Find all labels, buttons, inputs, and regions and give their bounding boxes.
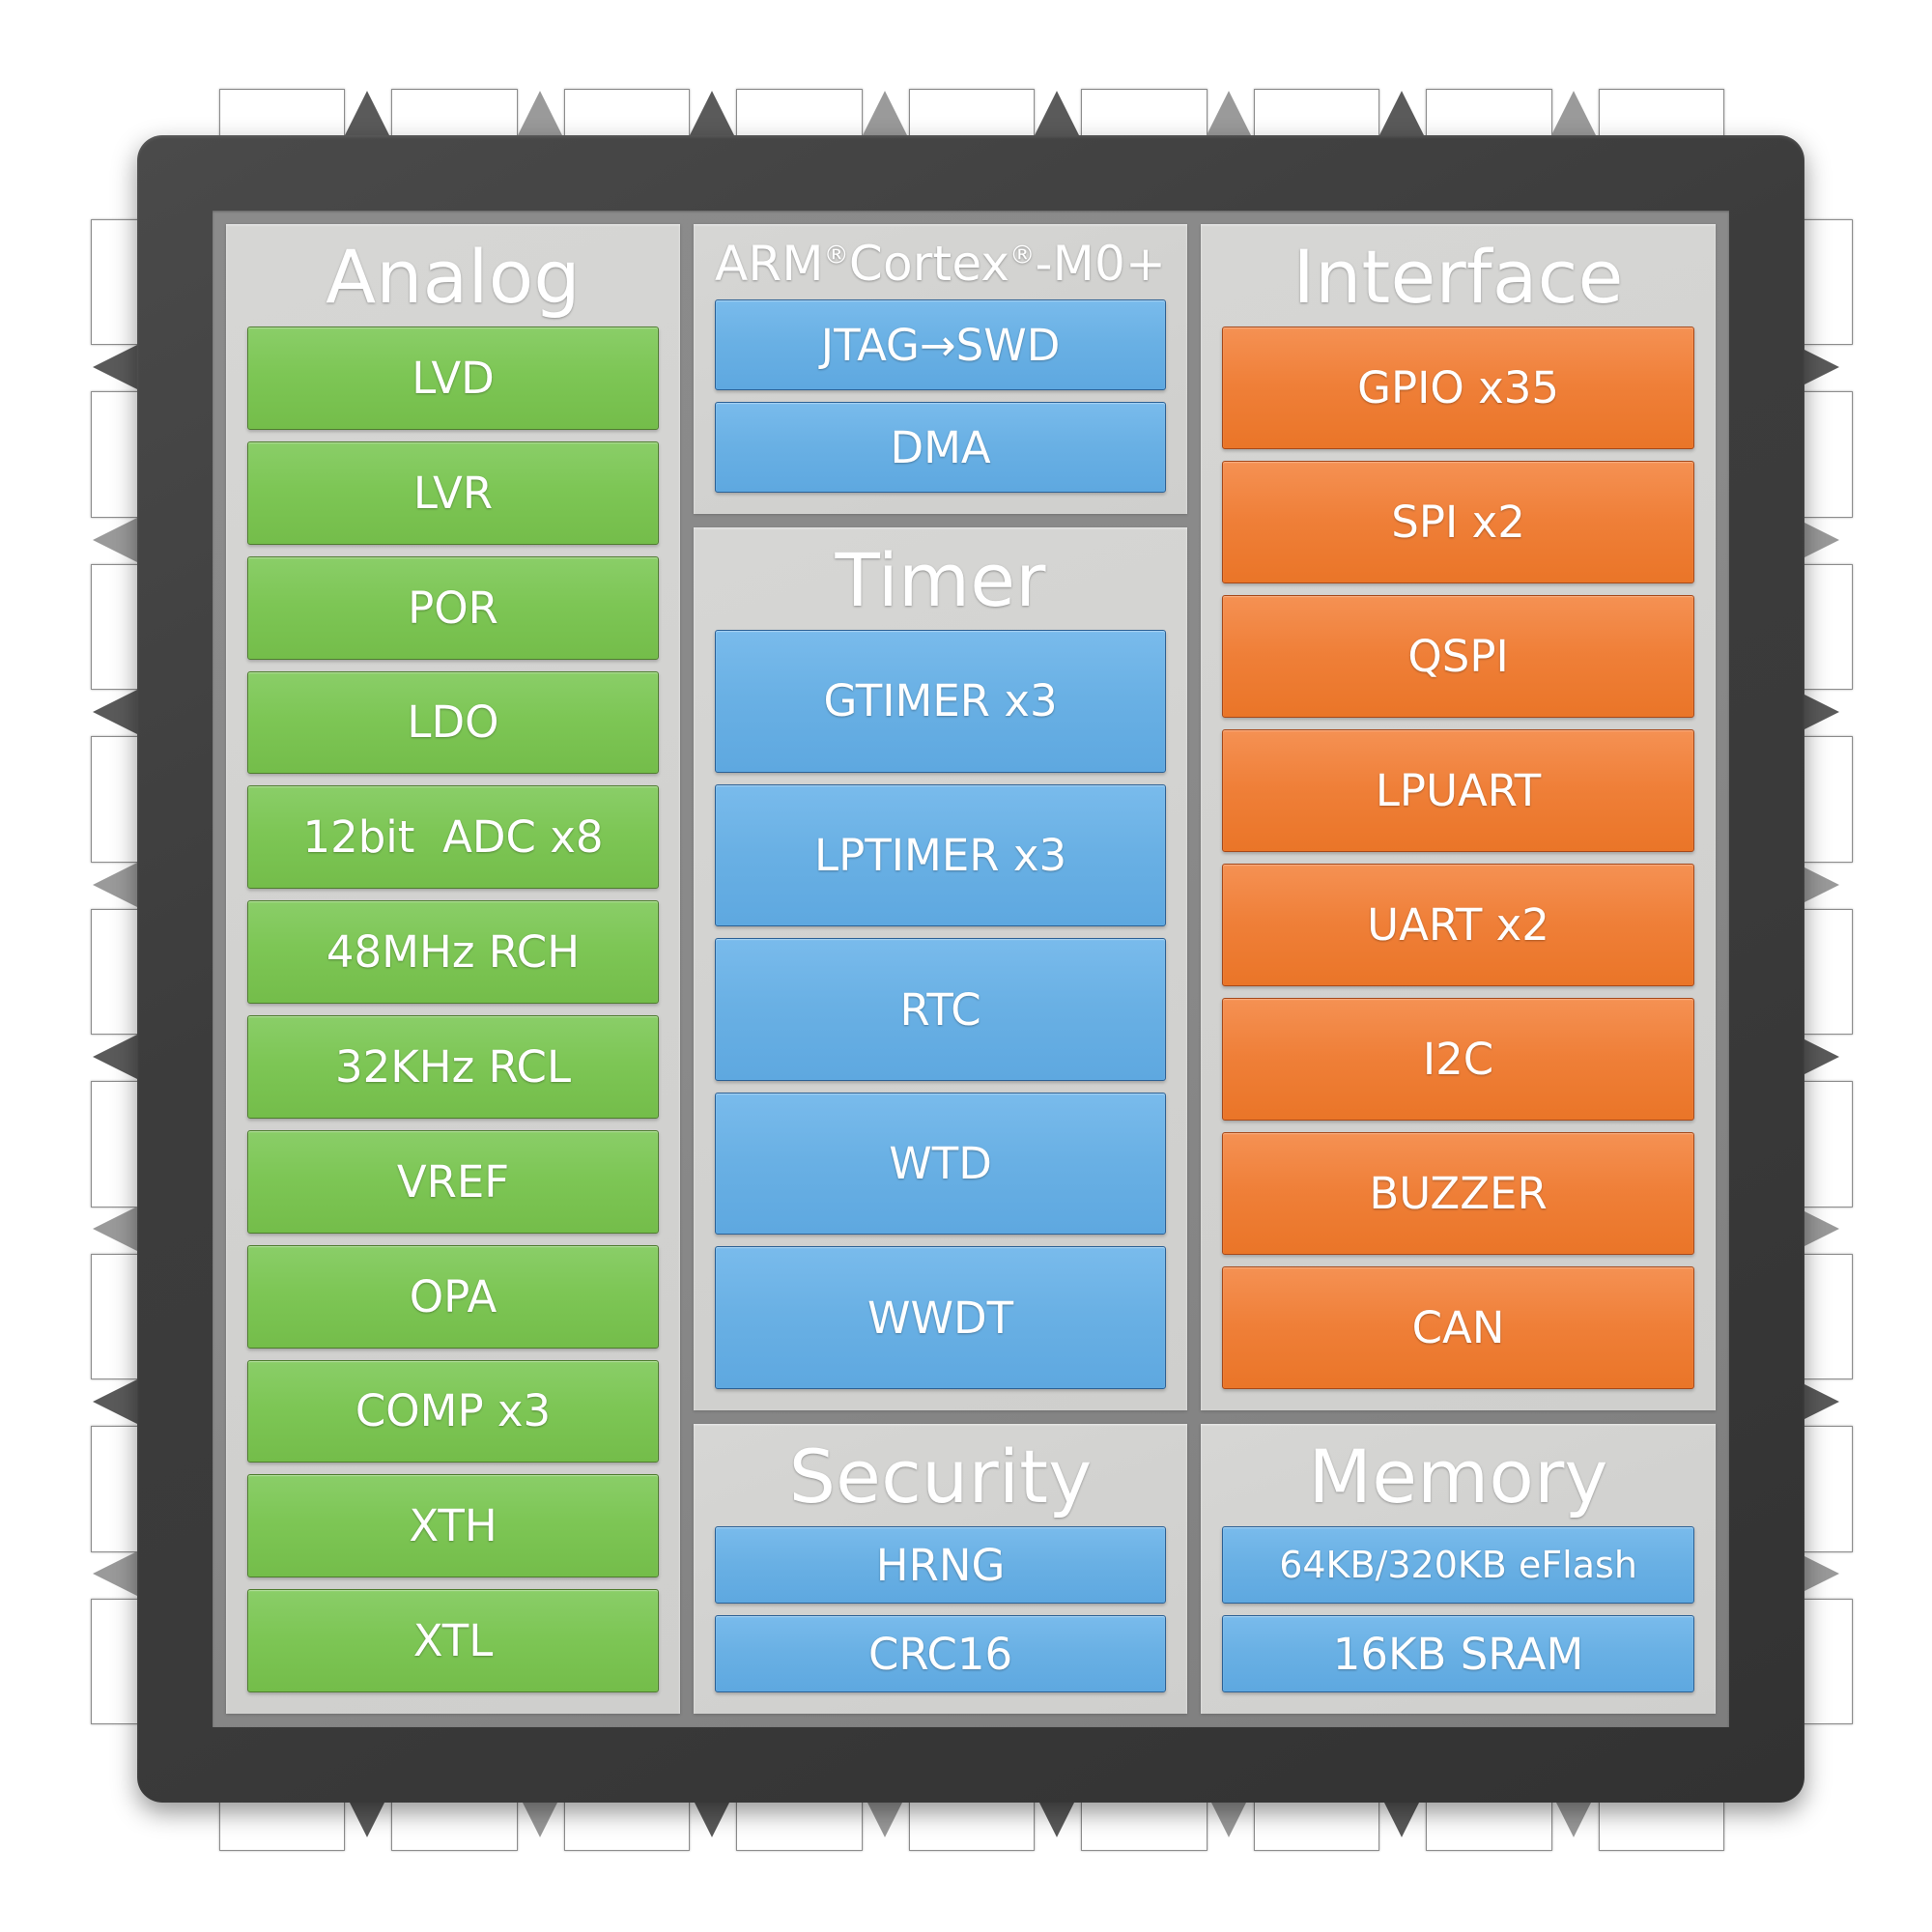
timer-block-wtd[interactable]: WTD: [715, 1092, 1167, 1236]
pin-notch-top-6: [1207, 91, 1252, 135]
security-block-hrng[interactable]: HRNG: [715, 1526, 1167, 1605]
analog-block-lvd[interactable]: LVD: [247, 327, 659, 430]
security-block-list: HRNG CRC16: [715, 1526, 1167, 1693]
analog-block-xtl[interactable]: XTL: [247, 1589, 659, 1693]
interface-block-buzzer[interactable]: BUZZER: [1222, 1131, 1694, 1255]
analog-block-ldo[interactable]: LDO: [247, 670, 659, 775]
arm-title-suffix: -M0+: [1035, 236, 1167, 292]
panel-analog: Analog LVD LVR POR LDO 12bit ADC x8 48MHz RCH…: [226, 224, 680, 1714]
analog-block-comp-x3[interactable]: COMP x3: [247, 1359, 659, 1463]
pin-notch-top-8: [1551, 91, 1597, 135]
pin-notch-top-2: [517, 91, 562, 135]
core-block-list: JTAG→SWD DMA: [715, 299, 1167, 493]
panel-title-timer: Timer: [835, 537, 1046, 623]
pin-notch-top-1: [345, 91, 390, 135]
pin-notch-top-7: [1378, 91, 1424, 135]
pin-notch-left-2: [93, 517, 137, 562]
memory-block-64kb-320kb-eflash[interactable]: 64KB/320KB eFlash: [1222, 1526, 1694, 1605]
arm-title-prefix: ARM: [715, 236, 824, 292]
pin-notch-top-4: [862, 91, 907, 135]
column-analog: Analog LVD LVR POR LDO 12bit ADC x8 48MHz RCH…: [226, 224, 680, 1714]
interface-block-qspi[interactable]: QSPI: [1222, 595, 1694, 719]
pin-notch-left-5: [93, 1035, 137, 1080]
analog-block-48mhz-rch[interactable]: 48MHz RCH: [247, 900, 659, 1005]
interface-block-lpuart[interactable]: LPUART: [1222, 729, 1694, 853]
pin-notch-left-6: [93, 1207, 137, 1252]
timer-block-list: GTIMER x3 LPTIMER x3 RTC WTD WWDT: [715, 630, 1167, 1389]
core-block-dma[interactable]: DMA: [715, 402, 1167, 493]
analog-block-opa[interactable]: OPA: [247, 1244, 659, 1349]
panel-memory: Memory 64KB/320KB eFlash 16KB SRAM: [1201, 1424, 1716, 1714]
analog-block-32khz-rcl[interactable]: 32KHz RCL: [247, 1015, 659, 1119]
pin-notch-left-8: [93, 1551, 137, 1597]
column-right: Interface GPIO x35 SPI x2 QSPI LPUART UART x…: [1201, 224, 1716, 1714]
analog-block-vref[interactable]: VREF: [247, 1129, 659, 1234]
memory-block-list: 64KB/320KB eFlash 16KB SRAM: [1222, 1526, 1694, 1693]
interface-block-gpio-x35[interactable]: GPIO x35: [1222, 327, 1694, 450]
panel-title-arm-cortex: ARM®Cortex®-M0+: [715, 238, 1166, 290]
security-block-crc16[interactable]: CRC16: [715, 1615, 1167, 1693]
registered-mark-icon-2: ®: [1009, 241, 1036, 270]
timer-block-wwdt[interactable]: WWDT: [715, 1246, 1167, 1389]
column-middle: ARM®Cortex®-M0+ JTAG→SWD DMA Timer GTIMER…: [694, 224, 1188, 1714]
panel-security: Security HRNG CRC16: [694, 1424, 1188, 1714]
interface-block-list: GPIO x35 SPI x2 QSPI LPUART UART x2 I2C BUZZER…: [1222, 327, 1694, 1389]
analog-block-12bit-adc-x8[interactable]: 12bit ADC x8: [247, 785, 659, 890]
analog-block-list: LVD LVR POR LDO 12bit ADC x8 48MHz RCH 32KHz R…: [247, 327, 659, 1693]
analog-block-por[interactable]: POR: [247, 555, 659, 660]
panel-title-security: Security: [788, 1434, 1093, 1520]
interface-block-uart-x2[interactable]: UART x2: [1222, 864, 1694, 986]
timer-block-rtc[interactable]: RTC: [715, 938, 1167, 1081]
timer-block-gtimer-x3[interactable]: GTIMER x3: [715, 630, 1167, 773]
panel-title-interface: Interface: [1293, 234, 1624, 320]
pin-notch-left-4: [93, 862, 137, 907]
panel-title-analog: Analog: [326, 234, 581, 320]
chip-package-body: Analog LVD LVR POR LDO 12bit ADC x8 48MHz RCH…: [137, 135, 1804, 1803]
pin-notch-left-7: [93, 1378, 137, 1424]
chip-die: Analog LVD LVR POR LDO 12bit ADC x8 48MHz RCH…: [213, 211, 1729, 1727]
arm-title-mid: Cortex: [848, 236, 1010, 292]
interface-block-spi-x2[interactable]: SPI x2: [1222, 461, 1694, 584]
analog-block-xth[interactable]: XTH: [247, 1474, 659, 1578]
panel-title-memory: Memory: [1308, 1434, 1608, 1520]
pin-notch-left-3: [93, 690, 137, 735]
memory-block-16kb-sram[interactable]: 16KB SRAM: [1222, 1615, 1694, 1693]
panel-arm-cortex: ARM®Cortex®-M0+ JTAG→SWD DMA: [694, 224, 1188, 514]
interface-block-i2c[interactable]: I2C: [1222, 998, 1694, 1121]
pin-notch-top-5: [1035, 91, 1080, 135]
registered-mark-icon-1: ®: [823, 241, 849, 270]
timer-block-lptimer-x3[interactable]: LPTIMER x3: [715, 783, 1167, 927]
core-block-jtag-swd[interactable]: JTAG→SWD: [715, 299, 1167, 390]
interface-block-can[interactable]: CAN: [1222, 1265, 1694, 1389]
analog-block-lvr[interactable]: LVR: [247, 440, 659, 545]
pin-notch-left-1: [93, 345, 137, 390]
panel-timer: Timer GTIMER x3 LPTIMER x3 RTC WTD WWDT: [694, 527, 1188, 1410]
pin-notch-top-3: [690, 91, 735, 135]
panel-interface: Interface GPIO x35 SPI x2 QSPI LPUART UART x…: [1201, 224, 1716, 1410]
